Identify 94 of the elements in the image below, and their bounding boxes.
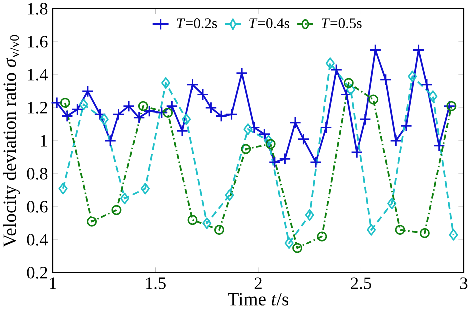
point [214, 225, 224, 236]
y-tick-label: 1.2 [28, 102, 48, 114]
y-tick-label: 0.8 [27, 168, 48, 180]
point [166, 100, 178, 112]
point [248, 122, 260, 134]
point [51, 96, 64, 110]
point [61, 110, 74, 122]
point [120, 192, 130, 205]
point [380, 74, 392, 86]
point [196, 88, 210, 101]
x-tick-label: 2 [254, 278, 262, 290]
point [344, 78, 354, 88]
point [444, 100, 456, 112]
point [268, 156, 282, 169]
x-tick-label: 1 [50, 278, 56, 290]
point [326, 58, 335, 70]
point [320, 122, 332, 134]
point [305, 209, 314, 222]
point [60, 98, 70, 108]
point [163, 108, 174, 118]
point [368, 94, 379, 105]
point [205, 102, 218, 114]
point [226, 108, 238, 121]
y-tick-label: 0.6 [27, 201, 48, 213]
point [370, 44, 382, 56]
point [433, 140, 446, 152]
point [264, 135, 274, 147]
point [400, 120, 413, 132]
point [122, 100, 136, 112]
point [225, 190, 234, 202]
point [420, 78, 434, 91]
point [176, 125, 189, 138]
point [279, 153, 292, 166]
point [87, 216, 98, 227]
point [241, 144, 252, 154]
point [428, 90, 438, 102]
legend-label: T=0.4s [250, 18, 290, 29]
point [388, 198, 397, 210]
point [289, 116, 302, 129]
point [138, 101, 148, 112]
point [449, 229, 458, 241]
y-tick-label: 0.2 [27, 267, 48, 279]
point [182, 114, 192, 126]
point [140, 183, 150, 195]
point [390, 134, 402, 148]
point [133, 112, 146, 124]
y-tick-label: 0.4 [27, 234, 48, 246]
y-tick-label: 1 [41, 135, 48, 147]
point [112, 205, 122, 216]
point [100, 114, 109, 126]
point [186, 78, 199, 91]
x-axis-title: Time t/s [228, 293, 289, 306]
y-tick-label: 1.8 [28, 3, 48, 15]
point [215, 110, 228, 122]
point [340, 88, 353, 101]
point [412, 44, 425, 56]
point [366, 224, 376, 236]
point [330, 64, 343, 76]
legend-label: T=0.2s [177, 18, 218, 29]
point [79, 98, 88, 110]
point [317, 232, 328, 242]
point [82, 85, 94, 98]
point [161, 77, 171, 90]
point [188, 215, 198, 226]
point [420, 228, 430, 238]
point [94, 108, 106, 121]
point [395, 225, 406, 236]
point [104, 134, 117, 148]
point [351, 146, 364, 159]
point [359, 113, 372, 126]
x-tick-label: 1.5 [146, 278, 166, 290]
point [144, 105, 156, 118]
point [202, 218, 212, 230]
x-tick-label: 2.5 [351, 278, 372, 290]
point [244, 124, 253, 136]
point [58, 183, 68, 195]
y-axis-title: Velocity deviation ratio σ$_{v/v0}$ [3, 35, 20, 248]
point [298, 133, 310, 146]
point [310, 156, 322, 169]
y-tick-label: 1.6 [28, 36, 48, 48]
point [266, 139, 276, 150]
point [346, 84, 356, 96]
point [408, 70, 418, 82]
point [284, 237, 294, 250]
legend-label: T=0.5s [322, 18, 362, 29]
point [258, 128, 271, 140]
point [292, 243, 303, 254]
point [236, 67, 248, 80]
point [156, 106, 168, 120]
x-tick-label: 3 [460, 278, 468, 290]
point [446, 101, 457, 112]
point [112, 108, 125, 121]
point [72, 104, 84, 116]
y-tick-label: 1.4 [28, 69, 48, 81]
